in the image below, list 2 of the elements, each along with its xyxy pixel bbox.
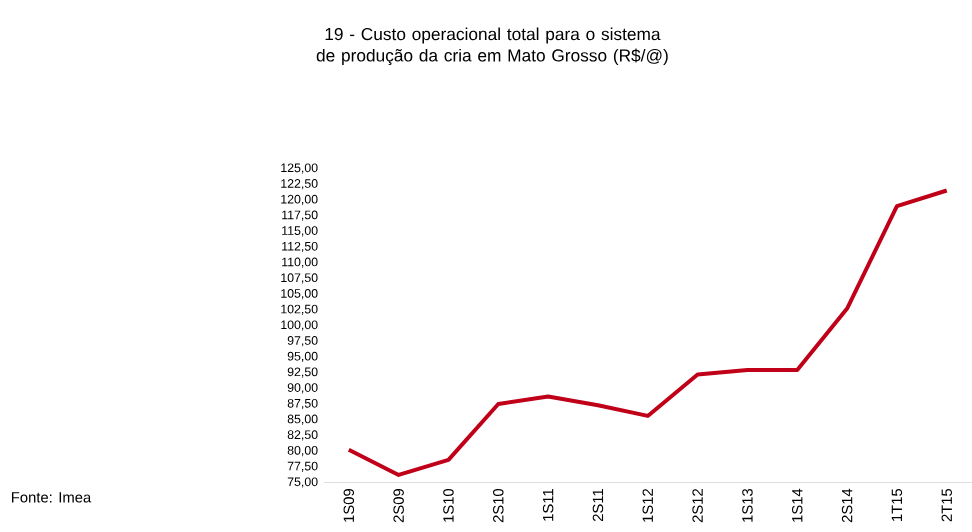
- line-series: [346, 188, 949, 477]
- chart-title: 19 - Custo operacional total para o sistema de produção da cria em Mato Grosso (R$/@): [316, 27, 668, 66]
